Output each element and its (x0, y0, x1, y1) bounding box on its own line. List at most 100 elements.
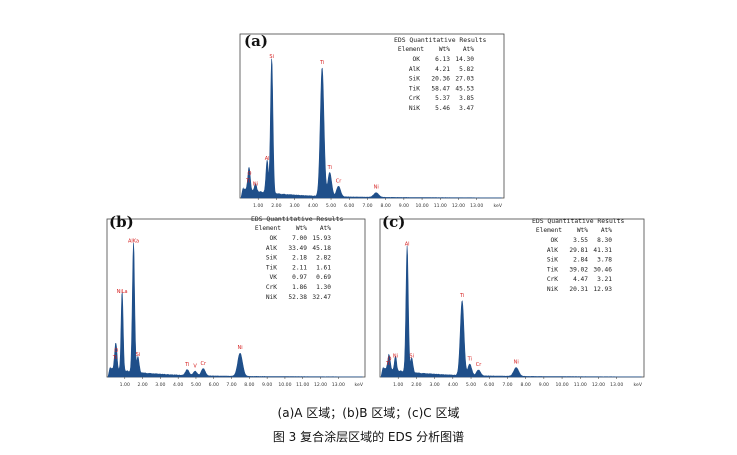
table-element-cell: OK (413, 56, 421, 63)
peak-label: Cr (336, 179, 342, 185)
x-tick-label: 13.00 (332, 382, 345, 388)
table-element-cell: OK (551, 237, 559, 244)
peak-label: Ni (393, 354, 398, 360)
table-value-cell: 4.47 (573, 276, 588, 283)
table-header: Wt% (577, 227, 588, 234)
table-header: At% (320, 225, 331, 232)
spectrum-trace (107, 242, 363, 378)
table-value-cell: 12.93 (593, 286, 612, 293)
figure-subcaption: (a)A 区域；(b)B 区域；(c)C 区域 (277, 406, 460, 420)
peak-label: Ti (245, 179, 250, 185)
eds-panel-b: O Ti NiLa AlKa Si Ti V Cr Ni 1.00 2.00 3.00 4.00 5.00… (101, 213, 371, 393)
peak-label: Si (269, 54, 274, 60)
peak-label: Ti (184, 362, 189, 368)
x-tick-label: 4.00 (308, 203, 318, 209)
x-tick-label: 2.00 (411, 382, 421, 388)
table-value-cell: 20.31 (569, 286, 588, 293)
x-tick-label: 11.00 (434, 203, 447, 209)
table-element-cell: AlK (266, 245, 277, 252)
table-element-cell: SiK (547, 257, 558, 264)
peak-label: O (114, 348, 118, 354)
peak-label: Ni (238, 345, 243, 351)
x-tick-label: 12.00 (314, 382, 327, 388)
table-value-cell: 3.21 (597, 276, 612, 283)
x-tick-label: 6.00 (344, 203, 354, 209)
x-tick-label: 10.00 (278, 382, 291, 388)
peak-label: Ti (467, 356, 472, 362)
table-value-cell: 1.86 (292, 284, 307, 291)
table-element-cell: AlK (547, 247, 558, 254)
table-element-cell: OK (270, 235, 278, 242)
table-title: EDS Quantitative Results (251, 215, 343, 223)
table-element-cell: SiK (409, 76, 420, 83)
x-tick-label: 8.00 (244, 382, 254, 388)
table-value-cell: 4.21 (435, 66, 450, 73)
table-header: Wt% (439, 46, 450, 53)
table-title: EDS Quantitative Results (532, 217, 624, 225)
table-value-cell: 20.36 (431, 76, 450, 83)
plot-frame (239, 33, 505, 199)
peak-label: O (247, 171, 251, 177)
x-tick-label: 9.00 (399, 203, 409, 209)
peak-label: NiLa (117, 289, 128, 295)
table-value-cell: 29.81 (569, 247, 588, 254)
x-tick-label: 3.00 (290, 203, 300, 209)
x-axis-label: keV (634, 382, 643, 388)
x-tick-label: 1.00 (393, 382, 403, 388)
x-tick-label: 9.00 (539, 382, 549, 388)
panel-label: (c) (382, 213, 405, 231)
table-element-cell: NiK (266, 294, 277, 301)
peak-label: Ni (253, 182, 258, 188)
table-element-cell: TiK (547, 266, 558, 273)
x-tick-label: 7.00 (502, 382, 512, 388)
x-tick-label: 2.00 (271, 203, 281, 209)
peak-label: Si (136, 352, 141, 358)
peak-label: Ni (374, 185, 379, 191)
plot-frame (379, 218, 645, 378)
x-tick-label: 13.00 (470, 203, 483, 209)
x-tick-label: 8.00 (521, 382, 531, 388)
x-tick-label: 5.00 (191, 382, 201, 388)
table-element-cell: TiK (409, 85, 420, 92)
table-value-cell: 6.13 (435, 56, 450, 63)
table-value-cell: 0.69 (316, 274, 331, 281)
table-header: Element (536, 227, 562, 234)
table-header: Element (398, 46, 424, 53)
table-element-cell: AlK (409, 66, 420, 73)
table-value-cell: 30.46 (593, 266, 612, 273)
table-value-cell: 15.93 (312, 235, 331, 242)
x-tick-label: 13.00 (610, 382, 623, 388)
table-header: At% (601, 227, 612, 234)
x-tick-label: 5.00 (466, 382, 476, 388)
table-value-cell: 7.00 (292, 235, 307, 242)
table-value-cell: 45.18 (312, 245, 331, 252)
table-value-cell: 3.78 (597, 257, 612, 264)
table-value-cell: 1.61 (316, 264, 331, 271)
table-header: Element (255, 225, 281, 232)
table-value-cell: 3.55 (573, 237, 588, 244)
spectrum-trace (380, 245, 642, 378)
x-tick-label: 8.00 (381, 203, 391, 209)
table-value-cell: 32.47 (312, 294, 331, 301)
figure-caption: 图 3 复合涂层区域的 EDS 分析图谱 (272, 430, 465, 444)
x-tick-label: 10.00 (415, 203, 428, 209)
x-tick-label: 3.00 (430, 382, 440, 388)
peak-label: Ti (327, 165, 332, 171)
table-value-cell: 5.46 (435, 105, 450, 112)
table-value-cell: 3.47 (459, 105, 474, 112)
table-value-cell: 41.31 (593, 247, 612, 254)
table-value-cell: 58.47 (431, 85, 450, 92)
x-tick-label: 6.00 (209, 382, 219, 388)
peak-label: Ti (459, 293, 464, 299)
table-element-cell: NiK (409, 105, 420, 112)
table-header: At% (463, 46, 474, 53)
table-element-cell: CrK (266, 284, 277, 291)
peak-label: AlKa (128, 238, 139, 244)
x-axis-label: keV (494, 203, 503, 209)
eds-panel-c: O Ti Ni Al Si Ti Ti Cr Ni 1.00 2.00 3.00 4.00 5.00 6.0… (374, 213, 650, 393)
table-value-cell: 5.37 (435, 95, 450, 102)
table-value-cell: 5.82 (459, 66, 474, 73)
peak-label: Cr (476, 362, 482, 368)
